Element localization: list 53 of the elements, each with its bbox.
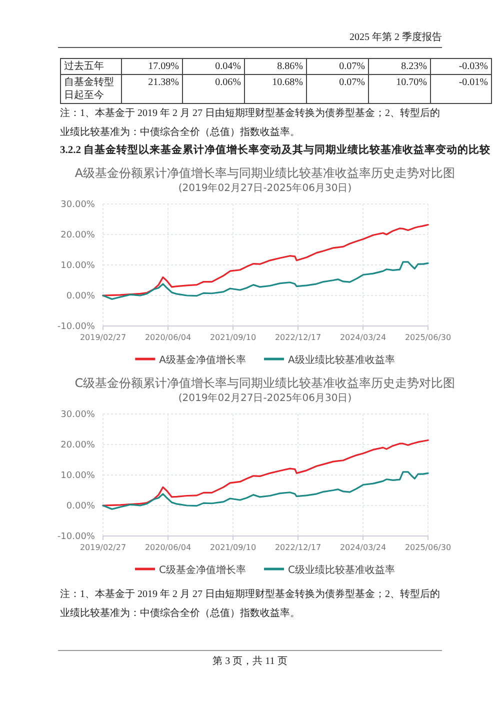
text: 第 3 页，共 11 页 <box>58 650 442 668</box>
line-series <box>102 471 429 510</box>
text: 注：1、本基金于 2019 年 2 月 27 日由短期理财型基金转换为债券型基金；2、转型后的业绩比较基准为：中债综合全价（总值）指数收益率。 <box>60 588 441 621</box>
legend-label: A级基金净值增长率 <box>159 354 246 366</box>
text: 8.86% <box>244 58 306 74</box>
chart-title: C级基金份额累计净值增长率与同期业绩比较基准收益率历史走势对比图 <box>74 376 456 390</box>
y-tick-label: 20.00% <box>60 440 96 450</box>
text: 17.09% <box>122 58 182 74</box>
text: 0.07% <box>306 58 368 74</box>
text: 10.70% <box>368 74 430 104</box>
x-tick-label: 2024/03/24 <box>340 543 386 552</box>
text: 注：1、本基金于 2019 年 2 月 27 日由短期理财型基金转换为债券型基金；2、转型后的业绩比较基准为：中债综合全价（总值）指数收益率。 <box>60 106 441 140</box>
y-tick-label: -10.00% <box>57 532 96 542</box>
chart-subtitle: (2019年02月27日-2025年06月30日) <box>178 392 352 404</box>
text: 自基金转型日起至今 <box>60 74 122 104</box>
text: 8.23% <box>368 58 430 74</box>
chart-title: A级基金份额累计净值增长率与同期业绩比较基准收益率历史走势对比图 <box>74 166 456 180</box>
x-tick-label: 2025/06/30 <box>404 333 452 342</box>
text: -0.03% <box>430 58 492 74</box>
text: -0.01% <box>430 74 492 104</box>
x-tick-label: 2022/12/17 <box>274 333 322 342</box>
legend-label: A级业绩比较基准收益率 <box>288 354 395 366</box>
x-tick-label: 2019/02/27 <box>80 333 126 342</box>
chart-subtitle: (2019年02月27日-2025年06月30日) <box>178 182 352 194</box>
y-tick-label: 10.00% <box>60 471 96 481</box>
text: 2025 年第 2 季度报告 <box>348 30 442 44</box>
text: 10.68% <box>244 74 306 104</box>
line-series <box>102 261 429 300</box>
text: 0.06% <box>182 74 244 104</box>
x-tick-label: 2022/12/17 <box>274 543 322 552</box>
x-tick-label: 2021/09/10 <box>210 543 256 552</box>
legend-label: C级业绩比较基准收益率 <box>288 564 395 576</box>
text: 0.07% <box>306 74 368 104</box>
text: 21.38% <box>122 74 182 104</box>
y-tick-label: 0.00% <box>66 292 96 302</box>
x-tick-label: 2024/03/24 <box>340 333 386 342</box>
x-tick-label: 2020/06/04 <box>144 333 192 342</box>
y-tick-label: 30.00% <box>60 410 96 420</box>
text: 过去五年 <box>60 58 122 74</box>
x-tick-label: 2019/02/27 <box>80 543 126 552</box>
y-tick-label: 30.00% <box>60 200 96 210</box>
x-tick-label: 2020/06/04 <box>144 543 192 552</box>
line-series <box>102 439 429 506</box>
x-tick-label: 2021/09/10 <box>210 333 256 342</box>
line-series <box>102 224 429 296</box>
legend-label: C级基金净值增长率 <box>159 564 246 576</box>
y-tick-label: 10.00% <box>60 261 96 271</box>
text: 0.04% <box>182 58 244 74</box>
text: 3.2.2 自基金转型以来基金累计净值增长率变动及其与同期业绩比较基准收益率变动的比较 <box>60 143 491 157</box>
y-tick-label: 20.00% <box>60 230 96 240</box>
x-tick-label: 2025/06/30 <box>404 543 452 552</box>
y-tick-label: 0.00% <box>66 502 96 512</box>
y-tick-label: -10.00% <box>57 322 96 332</box>
